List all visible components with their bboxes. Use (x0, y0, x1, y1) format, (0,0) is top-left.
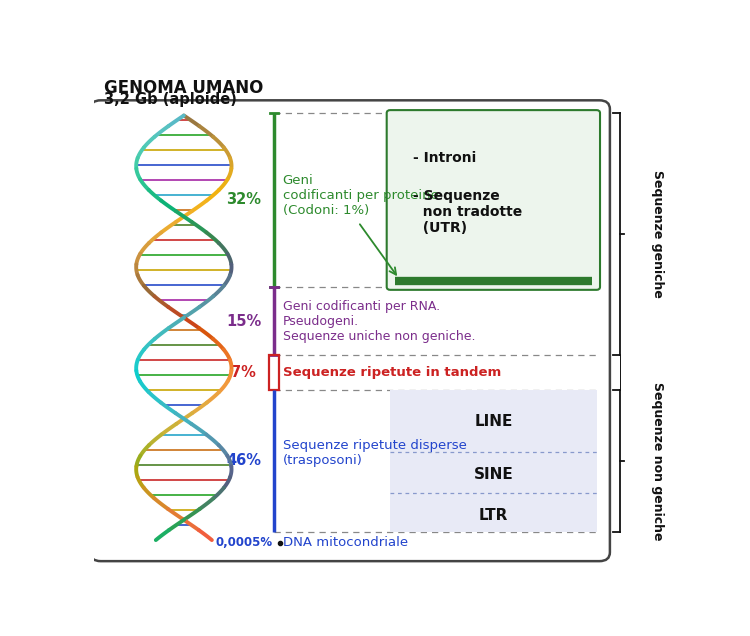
Text: Sequenze geniche: Sequenze geniche (651, 170, 664, 298)
Text: DNA mitocondriale: DNA mitocondriale (283, 536, 408, 549)
Bar (390, 390, 596, 532)
Text: 7%: 7% (231, 365, 256, 380)
Text: 0,0005%: 0,0005% (215, 536, 272, 549)
Text: 46%: 46% (226, 453, 261, 468)
Text: Geni
codificanti per proteine
(Codoni: 1%): Geni codificanti per proteine (Codoni: 1… (283, 174, 439, 217)
Text: 3,2 Gb (aploide): 3,2 Gb (aploide) (104, 92, 237, 107)
Text: 32%: 32% (226, 193, 261, 207)
Text: - Sequenze
  non tradotte
  (UTR): - Sequenze non tradotte (UTR) (413, 189, 523, 235)
Text: 15%: 15% (226, 314, 261, 329)
Text: Sequenze ripetute in tandem: Sequenze ripetute in tandem (283, 366, 501, 379)
Text: Sequenze non geniche: Sequenze non geniche (651, 382, 664, 540)
Text: Sequenze ripetute disperse
(trasposoni): Sequenze ripetute disperse (trasposoni) (283, 439, 466, 467)
FancyBboxPatch shape (387, 110, 600, 290)
Text: LINE: LINE (474, 414, 512, 429)
FancyBboxPatch shape (90, 100, 610, 561)
Text: - Introni: - Introni (413, 151, 477, 165)
Text: GENOMA UMANO: GENOMA UMANO (104, 79, 263, 97)
Bar (268, 356, 279, 390)
Text: LTR: LTR (478, 508, 508, 523)
Text: SINE: SINE (473, 467, 513, 481)
Text: Geni codificanti per RNA.
Pseudogeni.
Sequenze uniche non geniche.: Geni codificanti per RNA. Pseudogeni. Se… (283, 300, 476, 343)
